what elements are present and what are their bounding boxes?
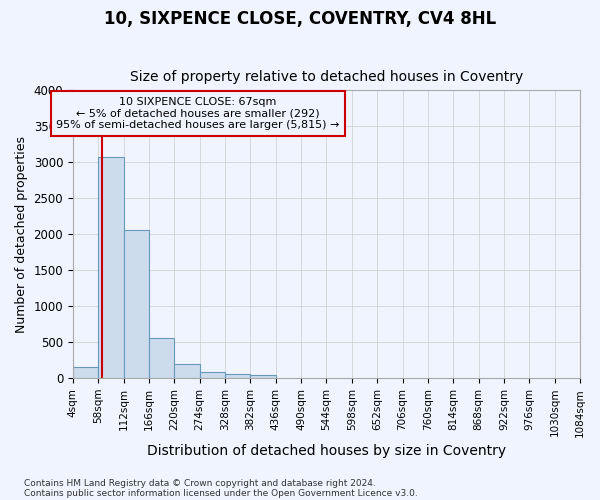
Bar [200,372,225,378]
Bar [98,157,124,378]
Bar [250,374,276,378]
Bar [175,364,200,378]
Title: Size of property relative to detached houses in Coventry: Size of property relative to detached ho… [130,70,523,85]
Bar [149,338,175,378]
Text: Contains public sector information licensed under the Open Government Licence v3: Contains public sector information licen… [24,488,418,498]
Text: Contains HM Land Registry data © Crown copyright and database right 2024.: Contains HM Land Registry data © Crown c… [24,478,376,488]
X-axis label: Distribution of detached houses by size in Coventry: Distribution of detached houses by size … [147,444,506,458]
Text: 10, SIXPENCE CLOSE, COVENTRY, CV4 8HL: 10, SIXPENCE CLOSE, COVENTRY, CV4 8HL [104,10,496,28]
Bar [225,374,250,378]
Y-axis label: Number of detached properties: Number of detached properties [15,136,28,332]
Bar [124,230,149,378]
Bar [73,368,98,378]
Text: 10 SIXPENCE CLOSE: 67sqm
← 5% of detached houses are smaller (292)
95% of semi-d: 10 SIXPENCE CLOSE: 67sqm ← 5% of detache… [56,97,340,130]
